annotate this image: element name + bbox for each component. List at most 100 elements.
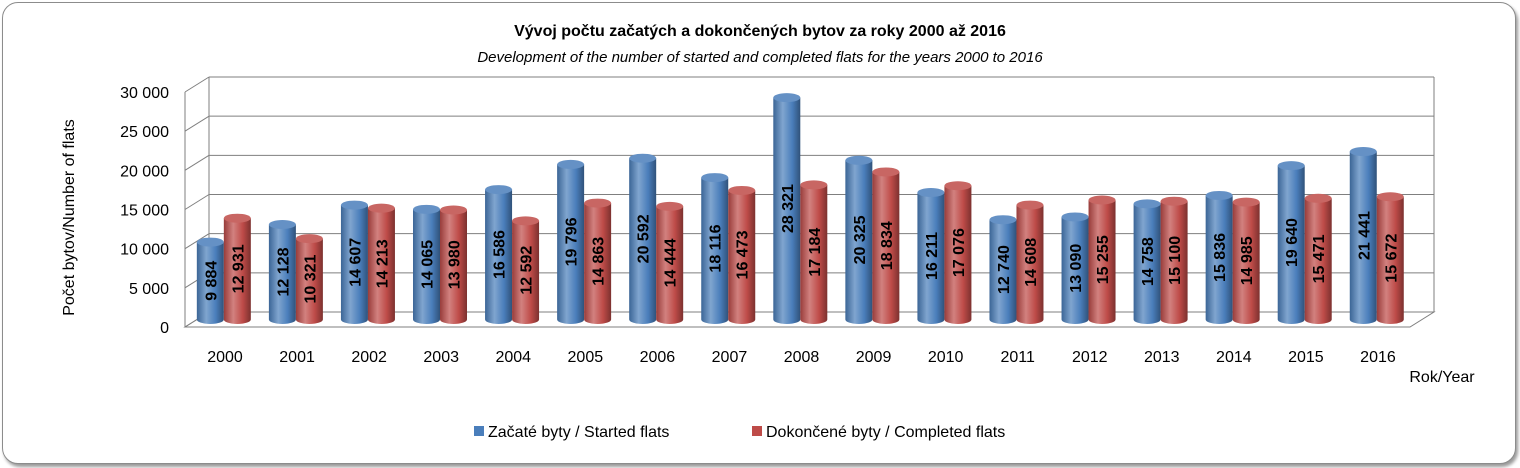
data-label: 18 116 bbox=[708, 224, 725, 272]
legend-label-started: Začaté byty / Started flats bbox=[488, 424, 669, 441]
bar-top-completed bbox=[1016, 200, 1044, 210]
data-label: 15 255 bbox=[1095, 235, 1112, 284]
bar-started bbox=[413, 209, 441, 324]
x-tick-label: 2015 bbox=[1288, 349, 1324, 366]
gridline-depth bbox=[184, 115, 210, 132]
data-label: 12 740 bbox=[996, 245, 1013, 294]
bar-completed bbox=[584, 203, 612, 324]
data-label: 20 325 bbox=[852, 215, 869, 264]
bar-completed bbox=[1088, 200, 1116, 324]
data-label: 12 128 bbox=[275, 247, 292, 296]
bar-started bbox=[773, 97, 801, 325]
data-label: 17 184 bbox=[807, 228, 824, 277]
bar-started bbox=[1277, 165, 1305, 324]
y-tick-label: 30 000 bbox=[120, 85, 169, 102]
x-tick-label: 2016 bbox=[1360, 349, 1396, 366]
bar-top-started bbox=[340, 200, 368, 210]
y-tick-label: 10 000 bbox=[120, 242, 169, 259]
y-tick-label: 15 000 bbox=[120, 203, 169, 220]
data-label: 19 640 bbox=[1284, 218, 1301, 267]
bar-top-started bbox=[1205, 190, 1233, 200]
data-label: 14 608 bbox=[1023, 238, 1040, 287]
bar-started bbox=[1349, 151, 1377, 324]
bar-top-completed bbox=[584, 198, 612, 208]
data-label: 10 321 bbox=[302, 255, 319, 304]
bar-started bbox=[917, 192, 945, 324]
bar-completed bbox=[1160, 201, 1188, 324]
gridline-depth bbox=[184, 233, 210, 250]
bar-completed bbox=[440, 209, 468, 324]
data-label: 14 863 bbox=[591, 237, 608, 286]
x-tick-label: 2007 bbox=[712, 349, 748, 366]
bar-top-completed bbox=[223, 213, 251, 223]
data-label: 16 586 bbox=[492, 230, 509, 279]
data-label: 14 607 bbox=[347, 238, 364, 287]
data-label: 17 076 bbox=[951, 228, 968, 277]
bar-top-started bbox=[268, 219, 296, 229]
bar-top-started bbox=[485, 185, 513, 195]
bar-started bbox=[340, 205, 368, 324]
data-label: 18 834 bbox=[879, 221, 896, 270]
bar-top-started bbox=[701, 173, 729, 183]
gridline-depth bbox=[184, 194, 210, 210]
bar-completed bbox=[728, 190, 756, 324]
x-tick-label: 2001 bbox=[279, 349, 315, 366]
bar-completed bbox=[872, 171, 900, 324]
data-label: 14 758 bbox=[1140, 237, 1157, 286]
bar-top-completed bbox=[367, 203, 395, 213]
bar-started bbox=[845, 160, 873, 324]
bar-completed bbox=[800, 184, 828, 324]
data-label: 28 321 bbox=[780, 184, 797, 233]
bar-completed bbox=[367, 208, 395, 324]
bar-top-started bbox=[196, 237, 224, 247]
y-tick-label: 5 000 bbox=[129, 281, 169, 298]
legend-swatch-started bbox=[474, 426, 484, 436]
data-label: 12 931 bbox=[230, 244, 247, 293]
bar-started bbox=[629, 158, 657, 324]
bar-started bbox=[1205, 195, 1233, 324]
x-tick-label: 2000 bbox=[207, 349, 243, 366]
data-label: 13 980 bbox=[447, 240, 464, 289]
x-tick-label: 2009 bbox=[856, 349, 892, 366]
gridline-depth bbox=[184, 154, 210, 171]
bar-started bbox=[485, 189, 513, 324]
data-label: 19 796 bbox=[564, 217, 581, 266]
bar-top-completed bbox=[944, 181, 972, 191]
x-tick-label: 2004 bbox=[495, 349, 531, 366]
bar-top-completed bbox=[1232, 197, 1260, 207]
bar-top-started bbox=[1277, 161, 1305, 171]
bar-top-completed bbox=[728, 185, 756, 195]
data-label: 14 985 bbox=[1239, 236, 1256, 285]
x-tick-label: 2012 bbox=[1072, 349, 1108, 366]
x-tick-label: 2013 bbox=[1144, 349, 1180, 366]
bar-started bbox=[701, 177, 729, 324]
bar-completed bbox=[1304, 198, 1332, 324]
bar-started bbox=[557, 164, 585, 324]
chart-subtitle: Development of the number of started and… bbox=[477, 49, 1043, 66]
chart-title: Vývoj počtu začatých a dokončených bytov… bbox=[514, 23, 1006, 40]
bar-started bbox=[989, 219, 1017, 324]
data-label: 15 471 bbox=[1311, 234, 1328, 283]
data-label: 9 884 bbox=[203, 261, 220, 301]
data-label: 16 211 bbox=[924, 232, 941, 280]
bar-completed bbox=[512, 220, 540, 324]
x-tick-label: 2005 bbox=[568, 349, 604, 366]
bar-started bbox=[268, 224, 296, 324]
data-label: 13 090 bbox=[1068, 244, 1085, 293]
bar-top-started bbox=[845, 155, 873, 165]
bar-top-started bbox=[413, 204, 441, 214]
data-label: 20 592 bbox=[636, 214, 653, 263]
x-tick-label: 2002 bbox=[351, 349, 387, 366]
x-tick-label: 2014 bbox=[1216, 349, 1252, 366]
bar-top-started bbox=[1133, 199, 1161, 209]
bar-top-completed bbox=[656, 201, 684, 211]
y-tick-label: 0 bbox=[160, 320, 169, 337]
bar-completed bbox=[1016, 205, 1044, 324]
data-label: 15 836 bbox=[1212, 233, 1229, 282]
x-tick-label: 2006 bbox=[640, 349, 676, 366]
bar-top-started bbox=[1349, 147, 1377, 157]
x-axis-label: Rok/Year bbox=[1409, 369, 1475, 386]
data-label: 15 672 bbox=[1383, 234, 1400, 283]
